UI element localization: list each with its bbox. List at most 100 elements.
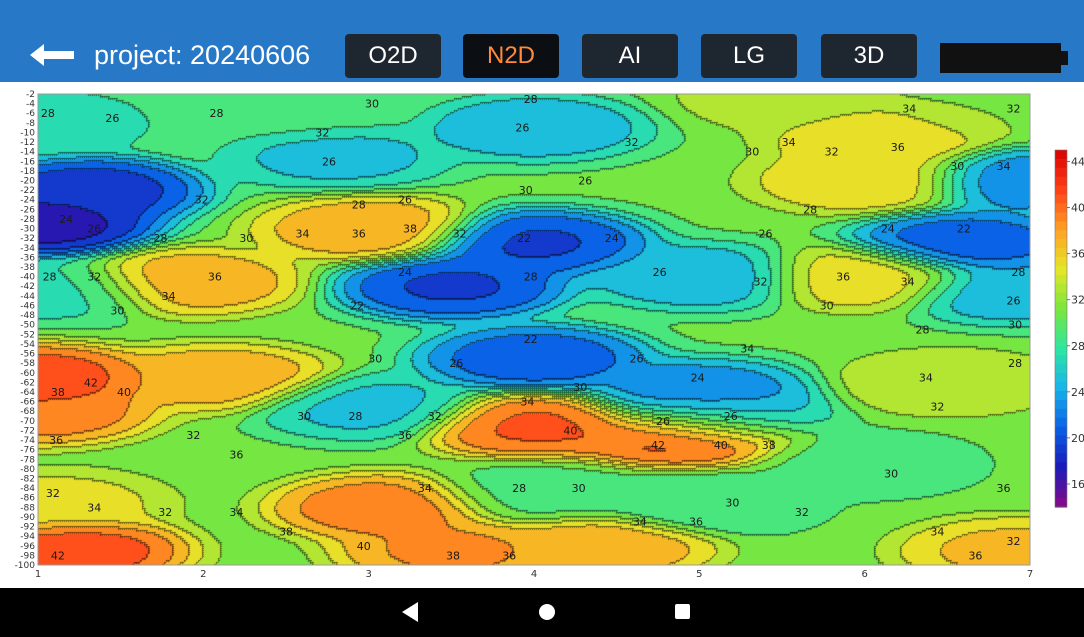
colorbar-segment <box>1055 266 1067 276</box>
contour-label: 30 <box>110 304 124 317</box>
y-tick-label: -20 <box>20 177 35 187</box>
colorbar-tick-label: 36 <box>1071 248 1084 261</box>
x-tick-label: 5 <box>696 569 702 580</box>
contour-label: 32 <box>87 271 101 284</box>
nav-back-icon[interactable] <box>402 602 418 622</box>
colorbar-segment <box>1055 435 1067 446</box>
y-tick-label: -2 <box>26 90 35 100</box>
contour-label: 36 <box>891 141 905 154</box>
y-tick-label: -50 <box>20 321 35 331</box>
y-tick-label: -76 <box>20 446 35 456</box>
colorbar-segment <box>1055 221 1067 231</box>
back-arrow-icon[interactable] <box>30 44 74 66</box>
contour-label: 34 <box>633 516 647 529</box>
y-tick-label: -18 <box>20 167 35 177</box>
contour-label: 24 <box>398 266 412 279</box>
contour-label: 34 <box>902 102 916 115</box>
colorbar-segment <box>1055 453 1067 463</box>
y-tick-label: -72 <box>20 426 35 436</box>
colorbar-segment <box>1055 337 1067 347</box>
contour-label: 32 <box>825 146 839 159</box>
contour-label: 28 <box>512 482 526 495</box>
colorbar-segment <box>1055 274 1067 285</box>
y-tick-label: -78 <box>20 455 35 465</box>
colorbar-segment <box>1055 408 1067 419</box>
contour-label: 32 <box>158 506 172 519</box>
contour-label: 30 <box>745 146 759 159</box>
contour-label: 38 <box>51 386 65 399</box>
contour-label: 26 <box>578 175 592 188</box>
y-tick-label: -90 <box>20 513 35 523</box>
contour-label: 32 <box>46 487 60 500</box>
contour-label: 34 <box>418 482 432 495</box>
y-tick-label: -84 <box>20 484 35 494</box>
colorbar-segment <box>1055 292 1067 303</box>
nav-home-icon[interactable] <box>539 604 555 620</box>
contour-label: 26 <box>322 155 336 168</box>
colorbar-frame <box>1054 149 1068 508</box>
colorbar-segment <box>1055 283 1067 294</box>
colorbar-segment <box>1055 158 1067 169</box>
y-tick-label: -58 <box>20 359 35 369</box>
colorbar-segment <box>1055 185 1067 196</box>
contour-label: 38 <box>403 223 417 236</box>
colorbar-segment <box>1055 239 1067 249</box>
mode-button-ai[interactable]: AI <box>582 34 678 78</box>
mode-button-n2d[interactable]: N2D <box>463 34 559 78</box>
contour-label: 26 <box>653 266 667 279</box>
contour-label: 26 <box>449 357 463 370</box>
contour-label: 22 <box>350 299 364 312</box>
mode-button-3d[interactable]: 3D <box>821 34 917 78</box>
x-tick-label: 1 <box>35 569 41 580</box>
y-tick-label: -22 <box>20 186 35 196</box>
contour-label: 26 <box>656 415 670 428</box>
y-tick-label: -54 <box>20 340 35 350</box>
contour-label: 30 <box>368 352 382 365</box>
y-tick-label: -62 <box>20 378 35 388</box>
contour-label: 24 <box>605 232 619 245</box>
colorbar-tick-label: 44 <box>1071 156 1084 169</box>
contour-label: 32 <box>186 429 200 442</box>
contour-label: 34 <box>740 343 754 356</box>
y-tick-label: -12 <box>20 138 35 148</box>
contour-label: 34 <box>782 136 796 149</box>
contour-label: 38 <box>446 549 460 562</box>
contour-label: 36 <box>502 549 516 562</box>
contour-label: 30 <box>573 381 587 394</box>
colorbar-segment <box>1055 399 1067 410</box>
y-tick-label: -60 <box>20 369 35 379</box>
mode-button-lg[interactable]: LG <box>701 34 797 78</box>
contour-label: 30 <box>820 299 834 312</box>
plot-frame <box>37 93 1031 566</box>
y-tick-label: -24 <box>20 196 35 206</box>
y-tick-label: -46 <box>20 301 35 311</box>
colorbar-tick-label: 20 <box>1071 432 1084 445</box>
nav-recents-icon[interactable] <box>675 604 690 619</box>
colorbar-segment <box>1055 373 1067 383</box>
colorbar-segment <box>1055 382 1067 392</box>
mode-button-o2d[interactable]: O2D <box>345 34 441 78</box>
contour-label: 38 <box>762 439 776 452</box>
colorbar-segment <box>1055 364 1067 374</box>
colorbar-segment <box>1055 355 1067 365</box>
contour-label: 26 <box>87 223 101 236</box>
contour-label: 26 <box>398 194 412 207</box>
contour-label: 40 <box>117 386 131 399</box>
colorbar-tick-label: 28 <box>1071 340 1084 353</box>
plot-area: 28 26 28 30 28 34 32 32 26 32 34 30 32 36 26 30 34 32 28 26… <box>0 82 1084 588</box>
colorbar-segment <box>1055 257 1067 267</box>
contour-label: 32 <box>1006 102 1020 115</box>
contour-label: 40 <box>714 439 728 452</box>
y-tick-label: -96 <box>20 542 35 552</box>
contour-label: 22 <box>524 333 538 346</box>
y-tick-label: -8 <box>26 119 35 129</box>
contour-label: 30 <box>365 98 379 111</box>
contour-label: 42 <box>84 376 98 389</box>
contour-label: 24 <box>881 223 895 236</box>
contour-label: 42 <box>51 549 65 562</box>
y-tick-label: -42 <box>20 282 35 292</box>
contour-label: 34 <box>930 525 944 538</box>
colorbar-segment <box>1055 176 1067 187</box>
y-tick-label: -38 <box>20 263 35 273</box>
colorbar-segment <box>1055 444 1067 455</box>
